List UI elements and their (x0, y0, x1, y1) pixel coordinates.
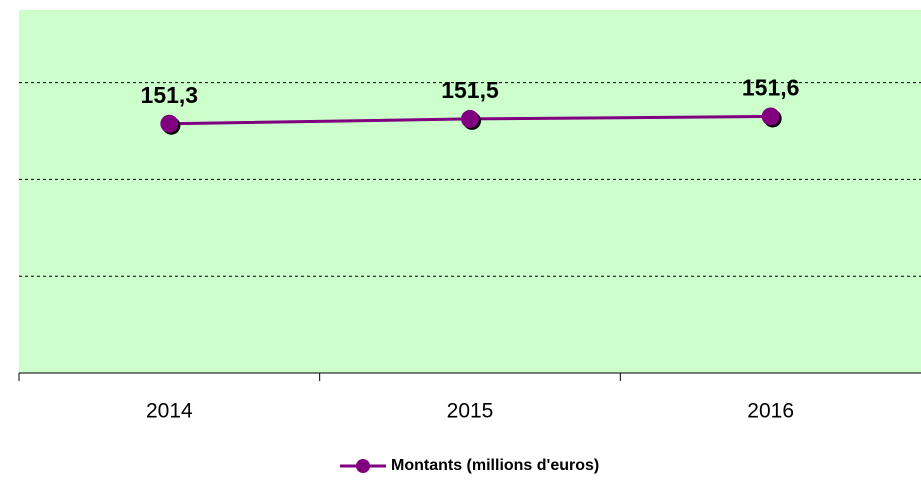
legend-marker (356, 459, 370, 473)
marker (160, 114, 179, 133)
data-label: 151,6 (742, 75, 800, 101)
marker (461, 109, 479, 128)
marker (761, 107, 780, 126)
plot-area (19, 10, 921, 373)
data-label: 151,3 (141, 82, 199, 108)
data-label: 151,5 (441, 77, 499, 103)
x-tick-label: 2015 (447, 400, 494, 423)
x-tick-label: 2016 (747, 400, 794, 423)
legend-label: Montants (millions d'euros) (391, 457, 599, 474)
x-tick-label: 2014 (146, 400, 193, 423)
